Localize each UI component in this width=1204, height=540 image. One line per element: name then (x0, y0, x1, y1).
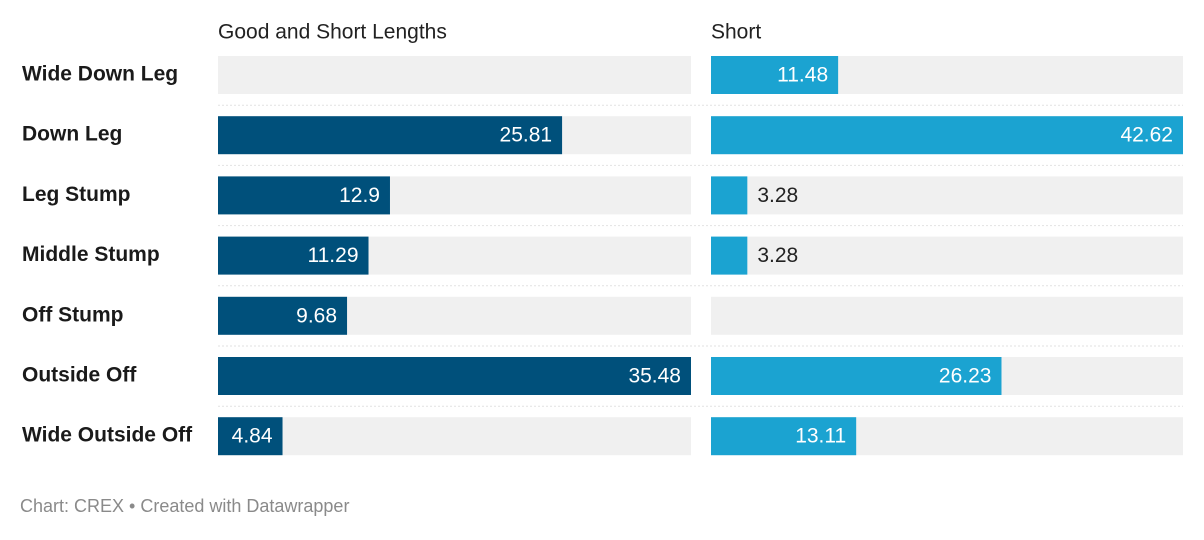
value-label: 13.11 (795, 425, 846, 448)
bar (218, 176, 390, 215)
value-label: 12.9 (339, 184, 380, 207)
panel-title: Short (711, 21, 761, 44)
value-label: 3.28 (757, 184, 798, 207)
bar-background (711, 236, 1183, 275)
value-label: 11.29 (308, 244, 359, 267)
bar-background (711, 176, 1183, 215)
value-label: 11.48 (777, 64, 828, 87)
bar (218, 236, 369, 275)
value-label: 9.68 (296, 304, 337, 327)
category-label: Outside Off (22, 364, 137, 387)
bar (218, 296, 348, 335)
bar (711, 357, 1002, 395)
bar (711, 236, 748, 275)
bar (711, 116, 1183, 155)
value-label: 42.62 (1120, 124, 1173, 147)
bar (711, 417, 857, 456)
value-label: 4.84 (232, 425, 273, 448)
value-label: 25.81 (500, 124, 553, 147)
bar (711, 176, 748, 215)
bar (711, 56, 839, 94)
bar (218, 116, 563, 155)
category-label: Down Leg (22, 123, 122, 146)
category-label: Leg Stump (22, 183, 131, 206)
panel-title: Good and Short Lengths (218, 21, 447, 44)
value-label: 35.48 (628, 365, 681, 388)
bar-background (711, 296, 1183, 335)
source-note: Chart: CREX • Created with Datawrapper (20, 496, 349, 516)
bar-background (218, 417, 691, 456)
bar (218, 357, 691, 395)
bar (218, 417, 283, 456)
value-label: 26.23 (939, 365, 992, 388)
value-label: 3.28 (757, 244, 798, 267)
category-label: Middle Stump (22, 243, 160, 266)
category-label: Off Stump (22, 303, 123, 326)
category-label: Wide Down Leg (22, 63, 178, 86)
category-label: Wide Outside Off (22, 424, 193, 447)
bar-background (218, 56, 691, 94)
